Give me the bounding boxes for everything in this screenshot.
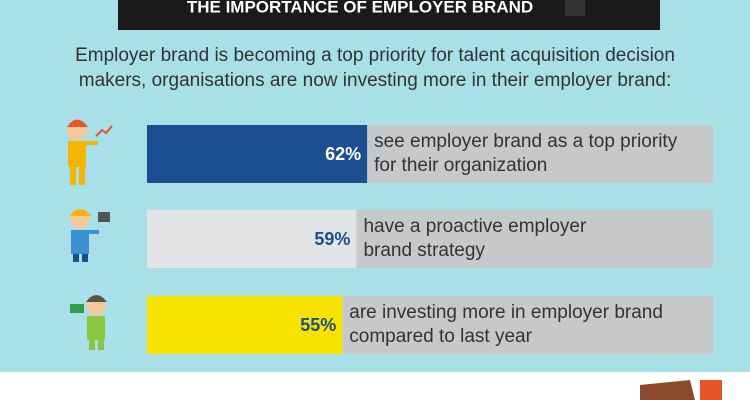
category-label: brand strategy <box>363 240 485 261</box>
person <box>70 295 107 350</box>
subtitle: Employer brand is becoming a top priorit… <box>75 45 675 66</box>
category-label: for their organization <box>374 155 547 176</box>
subtitle: makers, organisations are now investing … <box>79 70 671 91</box>
person <box>67 119 113 185</box>
chart-title: THE IMPORTANCE OF EMPLOYER BRAND <box>187 0 533 16</box>
person <box>70 209 110 262</box>
category-label: see employer brand as a top priority <box>374 131 678 152</box>
category-label: compared to last year <box>349 326 532 347</box>
value-label: 59% <box>314 229 350 249</box>
bar <box>147 125 368 183</box>
bar <box>147 296 343 354</box>
footer <box>0 372 750 400</box>
bar <box>147 210 357 268</box>
decoration <box>640 380 695 400</box>
value-label: 55% <box>300 315 336 335</box>
category-label: have a proactive employer <box>363 216 587 237</box>
category-label: are investing more in employer brand <box>349 302 663 323</box>
decoration <box>700 380 722 400</box>
value-label: 62% <box>325 144 361 164</box>
figure-icon <box>565 0 585 16</box>
